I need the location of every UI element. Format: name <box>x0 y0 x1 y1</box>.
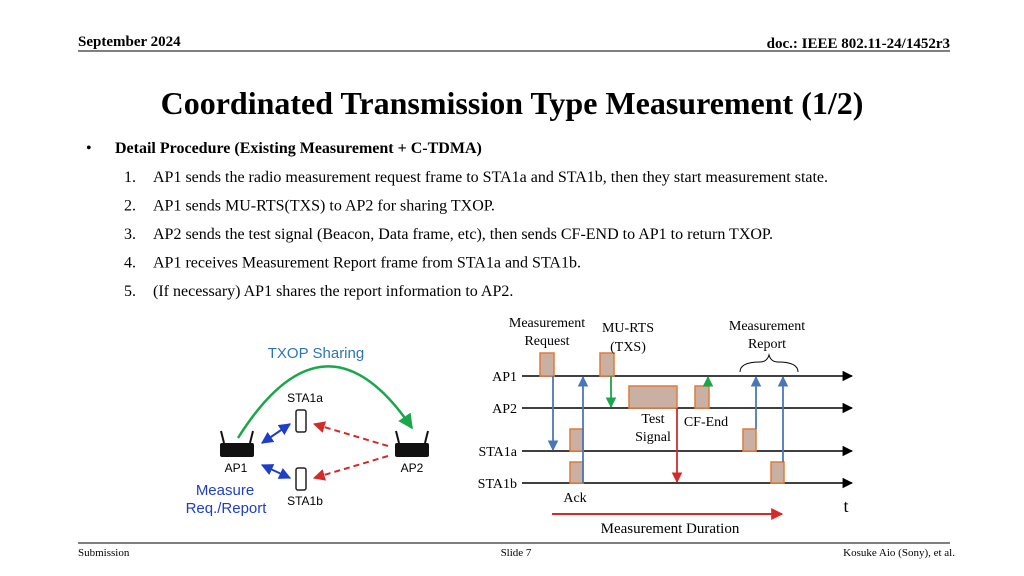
step-text: AP1 sends the radio measurement request … <box>153 169 828 186</box>
frame-box <box>569 428 584 452</box>
footer-left: Submission <box>78 547 130 559</box>
phone-sta1a <box>295 409 307 433</box>
frame-box <box>742 428 757 452</box>
frame-box <box>694 385 710 409</box>
step-text: AP2 sends the test signal (Beacon, Data … <box>153 226 773 243</box>
label: t <box>843 496 848 516</box>
slide-title: Coordinated Transmission Type Measuremen… <box>161 85 864 121</box>
sta1a-label: STA1a <box>287 391 323 405</box>
label: MU-RTS <box>602 321 654 336</box>
frame-box <box>770 461 785 484</box>
router-ap1 <box>220 430 254 457</box>
red-dashed-arrow <box>312 455 389 481</box>
frame-box <box>628 385 678 409</box>
ap2-label: AP2 <box>401 461 424 475</box>
label: Signal <box>635 430 671 445</box>
topology: TXOP Sharing AP1 AP2 STA1a STA1b Measure… <box>186 345 429 517</box>
header-date: September 2024 <box>78 34 181 50</box>
label: Measurement <box>729 319 805 334</box>
row-label: STA1b <box>478 477 517 492</box>
header-doc: doc.: IEEE 802.11-24/1452r3 <box>767 36 950 52</box>
router-ap2 <box>395 430 429 457</box>
label: Test <box>641 412 664 427</box>
footer-right: Kosuke Aio (Sony), et al. <box>843 547 955 559</box>
step-number: 4. <box>124 255 136 272</box>
footer-center: Slide 7 <box>501 547 532 559</box>
label: Report <box>748 337 786 352</box>
frame-box <box>569 461 584 484</box>
step-text: (If necessary) AP1 shares the report inf… <box>153 283 513 300</box>
sta1b-label: STA1b <box>287 494 323 508</box>
label: (TXS) <box>610 340 646 355</box>
row-label: STA1a <box>478 445 517 460</box>
blue-arrow <box>260 464 292 479</box>
blue-arrow <box>261 423 291 444</box>
step-number: 2. <box>124 198 136 215</box>
frame-box <box>539 352 555 377</box>
timing-rows: AP1 AP2 STA1a STA1b <box>478 370 854 492</box>
measure-label: Req./Report <box>186 500 268 517</box>
row-label: AP2 <box>492 402 517 417</box>
measure-label: Measure <box>196 482 254 499</box>
label: Ack <box>563 491 586 506</box>
label: Request <box>524 334 569 349</box>
bullet-dot: • <box>86 140 92 157</box>
row-label: AP1 <box>492 370 517 385</box>
phone-sta1b <box>295 467 307 491</box>
topology-title: TXOP Sharing <box>268 345 364 362</box>
step-text: AP1 sends MU-RTS(TXS) to AP2 for sharing… <box>153 198 495 215</box>
timing: AP1 AP2 STA1a STA1b Measurement Request MU-… <box>478 316 854 537</box>
bullet: Detail Procedure (Existing Measurement +… <box>115 140 482 157</box>
step-number: 5. <box>124 283 136 300</box>
step-number: 1. <box>124 169 136 186</box>
red-dashed-arrow <box>312 421 389 447</box>
duration-label: Measurement Duration <box>601 521 740 537</box>
step-text: AP1 receives Measurement Report frame fr… <box>153 255 581 272</box>
step-number: 3. <box>124 226 136 243</box>
brace <box>739 353 799 373</box>
steps: 1. AP1 sends the radio measurement reques… <box>124 169 828 300</box>
label: CF-End <box>684 415 728 430</box>
arc <box>236 365 414 439</box>
label: Measurement <box>509 316 585 331</box>
frame-box <box>599 352 615 377</box>
ap1-label: AP1 <box>225 461 248 475</box>
